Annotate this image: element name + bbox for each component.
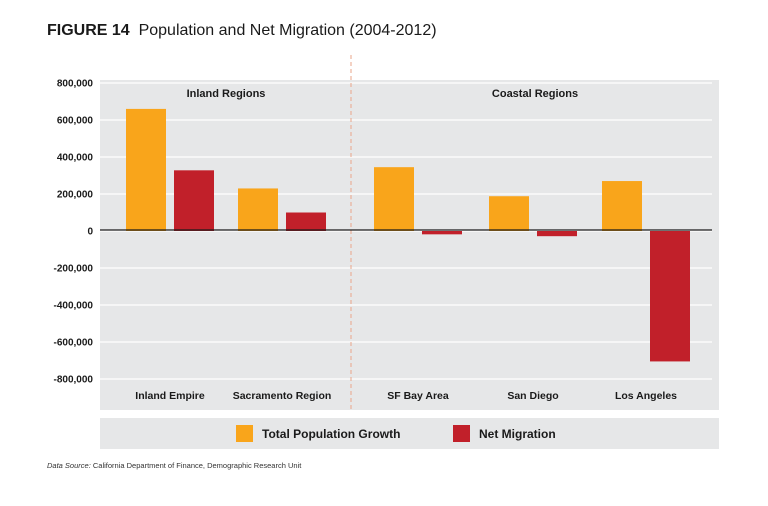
x-category-label: Los Angeles: [615, 390, 677, 402]
x-category-label: Inland Empire: [135, 390, 205, 402]
data-source-lead: Data Source:: [47, 461, 91, 470]
data-source-note: Data Source: California Department of Fi…: [47, 461, 301, 470]
chart-panel: [100, 80, 719, 410]
legend-panel: [100, 418, 719, 449]
gridlines: [100, 82, 712, 380]
legend-label: Total Population Growth: [262, 427, 400, 441]
y-tick-label: 800,000: [57, 79, 94, 90]
y-tick-label: 200,000: [57, 190, 94, 201]
legend-swatch: [236, 425, 253, 442]
bar-net-migration: [286, 212, 326, 231]
bar-net-migration: [422, 231, 462, 235]
region-group-label: Coastal Regions: [492, 88, 578, 100]
y-tick-label: -800,000: [54, 375, 94, 386]
legend-label: Net Migration: [479, 427, 556, 441]
figure-title-text: Population and Net Migration (2004-2012): [138, 22, 437, 39]
bars: [126, 108, 690, 362]
x-axis-category-labels: Inland Empire Sacramento Region SF Bay Are…: [135, 390, 677, 402]
y-tick-label: 400,000: [57, 153, 94, 164]
legend-swatch: [453, 425, 470, 442]
bar-total-population-growth: [374, 167, 414, 231]
y-axis-tick-labels: 800,000 600,000 400,000 200,000 0 -200,000 -40…: [54, 79, 94, 386]
bar-net-migration: [537, 231, 577, 237]
x-category-label: San Diego: [507, 390, 558, 402]
y-tick-label: -400,000: [54, 301, 94, 312]
legend: Total Population Growth Net Migration: [236, 425, 556, 442]
bar-total-population-growth: [602, 181, 642, 231]
figure-title: FIGURE 14 Population and Net Migration (…: [47, 22, 437, 40]
bar-total-population-growth: [238, 188, 278, 231]
y-tick-label: 600,000: [57, 116, 94, 127]
data-source-text: California Department of Finance, Demogr…: [92, 461, 302, 470]
bar-net-migration: [174, 170, 214, 231]
bar-total-population-growth: [489, 196, 529, 231]
bar-total-population-growth: [126, 108, 166, 231]
bar-net-migration: [650, 231, 690, 362]
region-group-labels: Inland Regions Coastal Regions: [187, 88, 579, 100]
x-category-label: Sacramento Region: [233, 390, 332, 402]
x-category-label: SF Bay Area: [387, 390, 449, 402]
y-tick-label: 0: [87, 227, 93, 238]
figure-number: FIGURE 14: [47, 22, 130, 39]
region-group-label: Inland Regions: [187, 88, 266, 100]
y-tick-label: -200,000: [54, 264, 94, 275]
y-tick-label: -600,000: [54, 338, 94, 349]
